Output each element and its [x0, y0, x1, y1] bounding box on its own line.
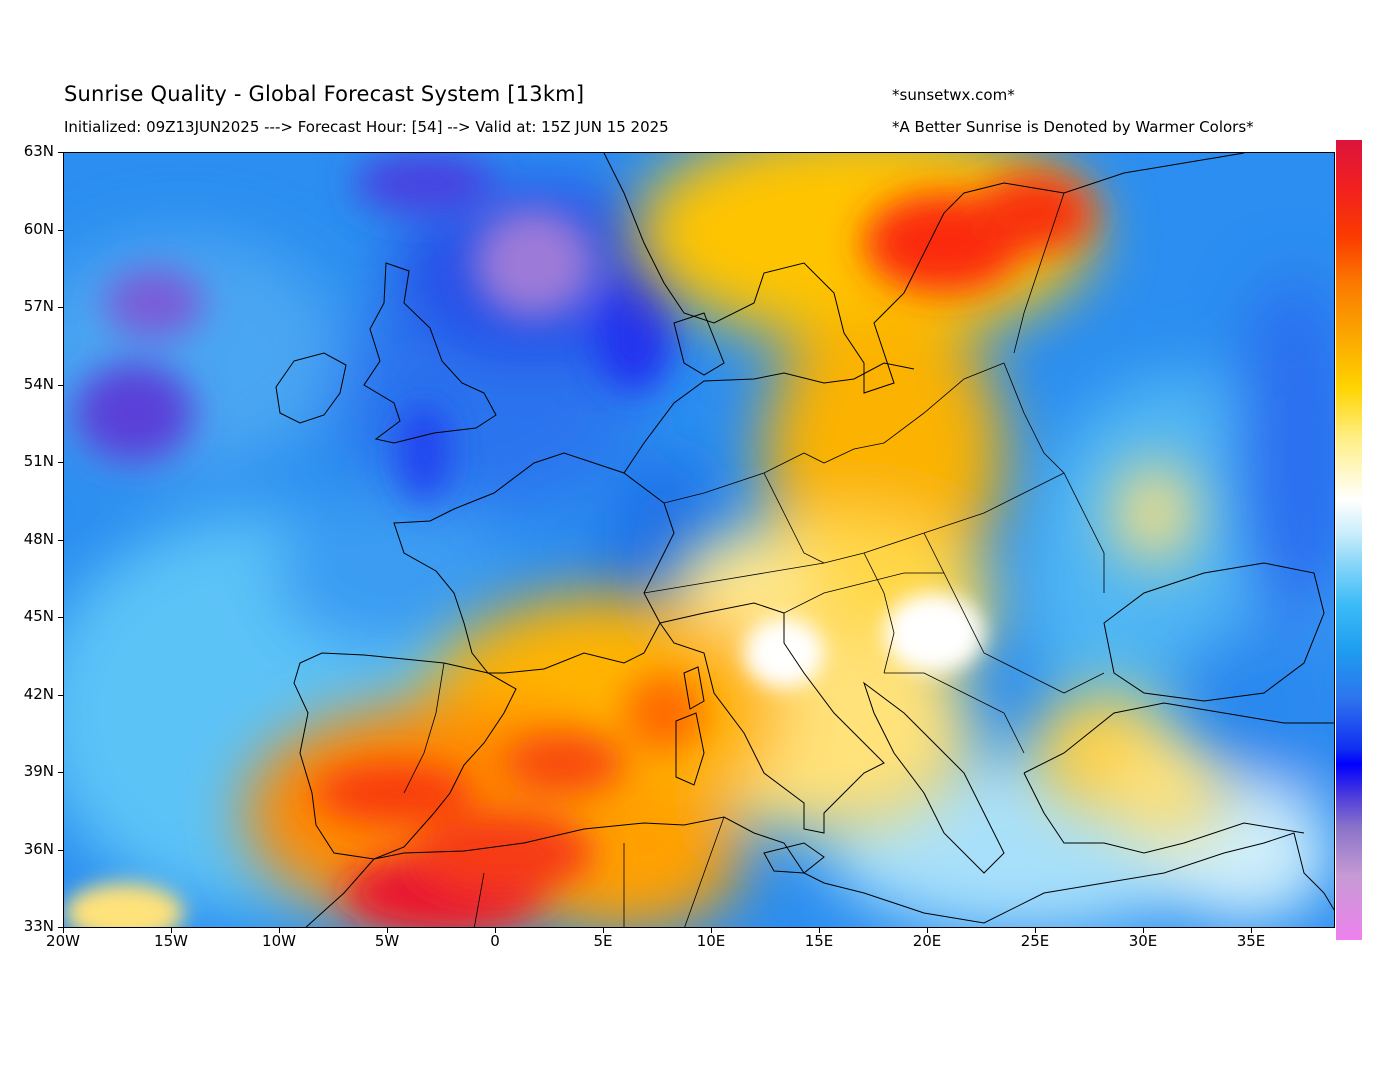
- lat-tick-label: 51N: [23, 452, 54, 470]
- map-canvas: [64, 153, 1334, 927]
- lat-tick-label: 57N: [23, 297, 54, 315]
- white-field: [64, 593, 984, 927]
- lon-tick-label: 5W: [374, 932, 400, 950]
- lat-tick-label: 63N: [23, 142, 54, 160]
- lat-tick-label: 54N: [23, 375, 54, 393]
- legend-note: *A Better Sunrise is Denoted by Warmer C…: [892, 118, 1254, 136]
- lon-tick-label: 10E: [696, 932, 726, 950]
- poor-field: [74, 153, 674, 503]
- lon-tick-label: 15W: [154, 932, 188, 950]
- lon-tick-label: 15E: [804, 932, 834, 950]
- coastlines: [275, 153, 1334, 927]
- lat-tick-label: 42N: [23, 685, 54, 703]
- colorbar: [1336, 140, 1362, 940]
- forecast-map: [63, 152, 1335, 928]
- lat-tick-label: 33N: [23, 917, 54, 935]
- lat-tick-label: 36N: [23, 840, 54, 858]
- lon-tick-label: 25E: [1020, 932, 1050, 950]
- lat-tick-label: 60N: [23, 220, 54, 238]
- lat-tick-label: 48N: [23, 530, 54, 548]
- site-credit: *sunsetwx.com*: [892, 86, 1015, 104]
- borders: [403, 192, 1105, 927]
- lon-tick-label: 35E: [1236, 932, 1266, 950]
- lon-tick-label: 10W: [262, 932, 296, 950]
- map-subtitle: Initialized: 09Z13JUN2025 ---> Forecast …: [64, 118, 669, 136]
- lon-tick-label: 0: [490, 932, 500, 950]
- lon-tick-label: 20E: [912, 932, 942, 950]
- lon-tick-label: 30E: [1128, 932, 1158, 950]
- lat-tick-label: 39N: [23, 762, 54, 780]
- map-title: Sunrise Quality - Global Forecast System…: [64, 82, 585, 106]
- lon-tick-label: 5E: [593, 932, 613, 950]
- lon-tick-label: 20W: [46, 932, 80, 950]
- lat-tick-label: 45N: [23, 607, 54, 625]
